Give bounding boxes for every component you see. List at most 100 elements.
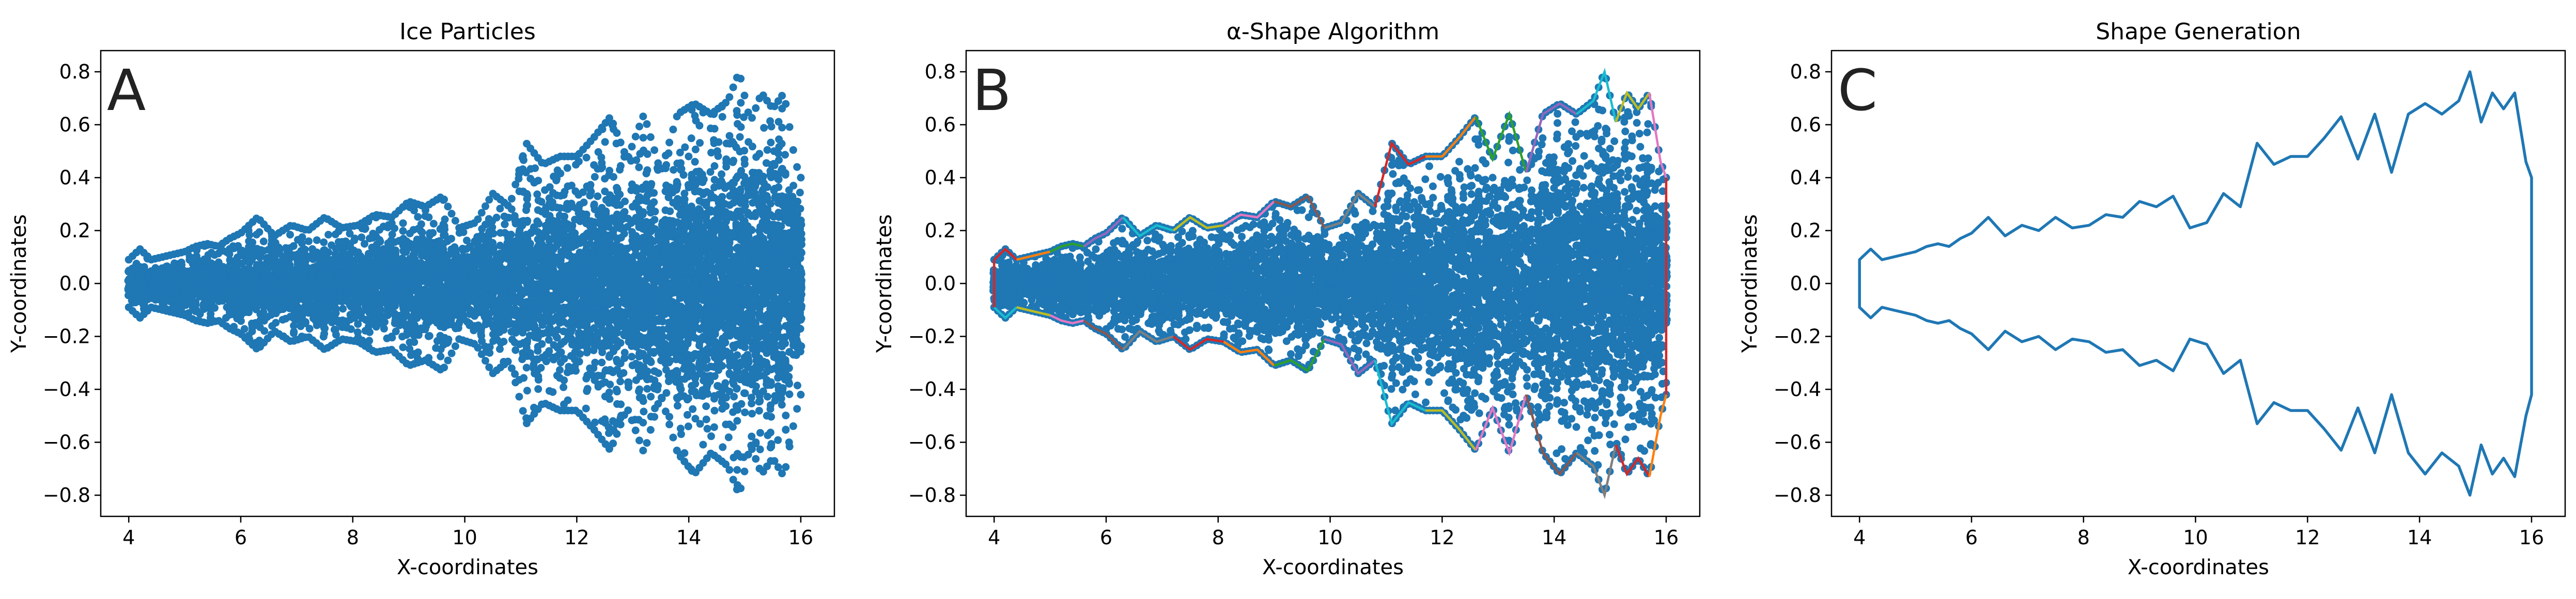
particle: [381, 318, 389, 326]
particle: [576, 350, 584, 358]
plot-area: [124, 73, 805, 494]
particle: [511, 180, 520, 188]
particle: [591, 418, 599, 427]
particle: [255, 228, 263, 236]
particle: [486, 349, 494, 357]
particle: [324, 231, 333, 239]
particle: [447, 349, 456, 357]
particle: [361, 240, 368, 248]
particle: [270, 255, 278, 263]
particle: [552, 333, 561, 341]
particle: [361, 224, 369, 232]
particle: [619, 369, 628, 377]
particle: [598, 358, 606, 367]
particle: [538, 340, 546, 348]
particle: [606, 395, 614, 403]
particle: [392, 327, 400, 336]
particle: [597, 153, 606, 162]
particle: [463, 237, 471, 245]
particle: [617, 400, 625, 408]
particle: [365, 337, 374, 345]
particle: [522, 206, 530, 214]
particle: [272, 319, 280, 327]
particle: [289, 242, 298, 250]
particle: [582, 210, 591, 218]
particle: [437, 352, 445, 360]
particle: [440, 195, 448, 203]
particle: [424, 332, 432, 340]
particle: [207, 310, 215, 318]
particle: [530, 319, 537, 327]
particle: [485, 196, 493, 204]
particle: [560, 383, 568, 391]
particle: [552, 177, 561, 184]
particle: [290, 322, 298, 330]
particle: [429, 229, 437, 237]
particle: [620, 349, 629, 357]
particle: [376, 238, 384, 246]
particle: [330, 325, 338, 334]
particle: [534, 372, 542, 381]
particle: [501, 220, 509, 228]
particle: [486, 343, 494, 351]
particle: [474, 215, 482, 224]
particle: [616, 191, 624, 199]
particle: [376, 307, 384, 316]
panel-a: 4 6 8 10 12 14 16−0.8−0.6−0.4−0.20.00.20.40.60…: [7, 19, 835, 579]
particle: [286, 262, 294, 270]
particle: [505, 214, 513, 222]
particle: [482, 202, 489, 210]
particle: [575, 357, 583, 366]
particle: [320, 238, 328, 246]
particle: [366, 328, 374, 336]
particle: [252, 304, 260, 312]
particle: [583, 385, 592, 393]
particle: [406, 345, 414, 353]
particle: [414, 213, 422, 221]
particle: [621, 197, 629, 206]
particle: [447, 210, 456, 218]
particle: [474, 343, 482, 352]
particle: [391, 224, 399, 232]
particle: [586, 184, 594, 193]
particle: [523, 387, 531, 395]
particle: [388, 230, 396, 239]
particle: [523, 195, 531, 203]
particle: [560, 191, 568, 199]
particle: [582, 404, 590, 413]
particle: [441, 215, 449, 224]
particle: [417, 220, 425, 228]
particle: [492, 213, 501, 222]
particles: [124, 73, 805, 494]
particle: [240, 325, 249, 333]
particle: [313, 236, 321, 244]
particle: [451, 342, 459, 350]
particle: [440, 364, 448, 372]
particle: [477, 332, 486, 340]
particle: [616, 339, 625, 347]
particle: [526, 240, 534, 248]
particle: [444, 338, 452, 346]
particle: [523, 218, 531, 226]
particle: [489, 243, 497, 251]
particle: [319, 333, 328, 341]
particle: [477, 209, 486, 217]
particle: [519, 152, 527, 160]
particle: [613, 387, 621, 396]
particle: [290, 329, 298, 337]
particle: [628, 353, 636, 361]
particle: [500, 338, 508, 345]
particle: [346, 229, 354, 238]
particle: [347, 325, 355, 333]
particle: [575, 157, 583, 166]
particle: [597, 164, 605, 172]
particle: [582, 153, 591, 162]
particle: [534, 177, 542, 185]
particle: [353, 328, 362, 336]
particle: [489, 229, 498, 238]
particle: [429, 219, 438, 228]
particle: [522, 364, 531, 372]
particle: [192, 300, 200, 308]
particle: [399, 343, 407, 352]
particle: [561, 212, 569, 220]
